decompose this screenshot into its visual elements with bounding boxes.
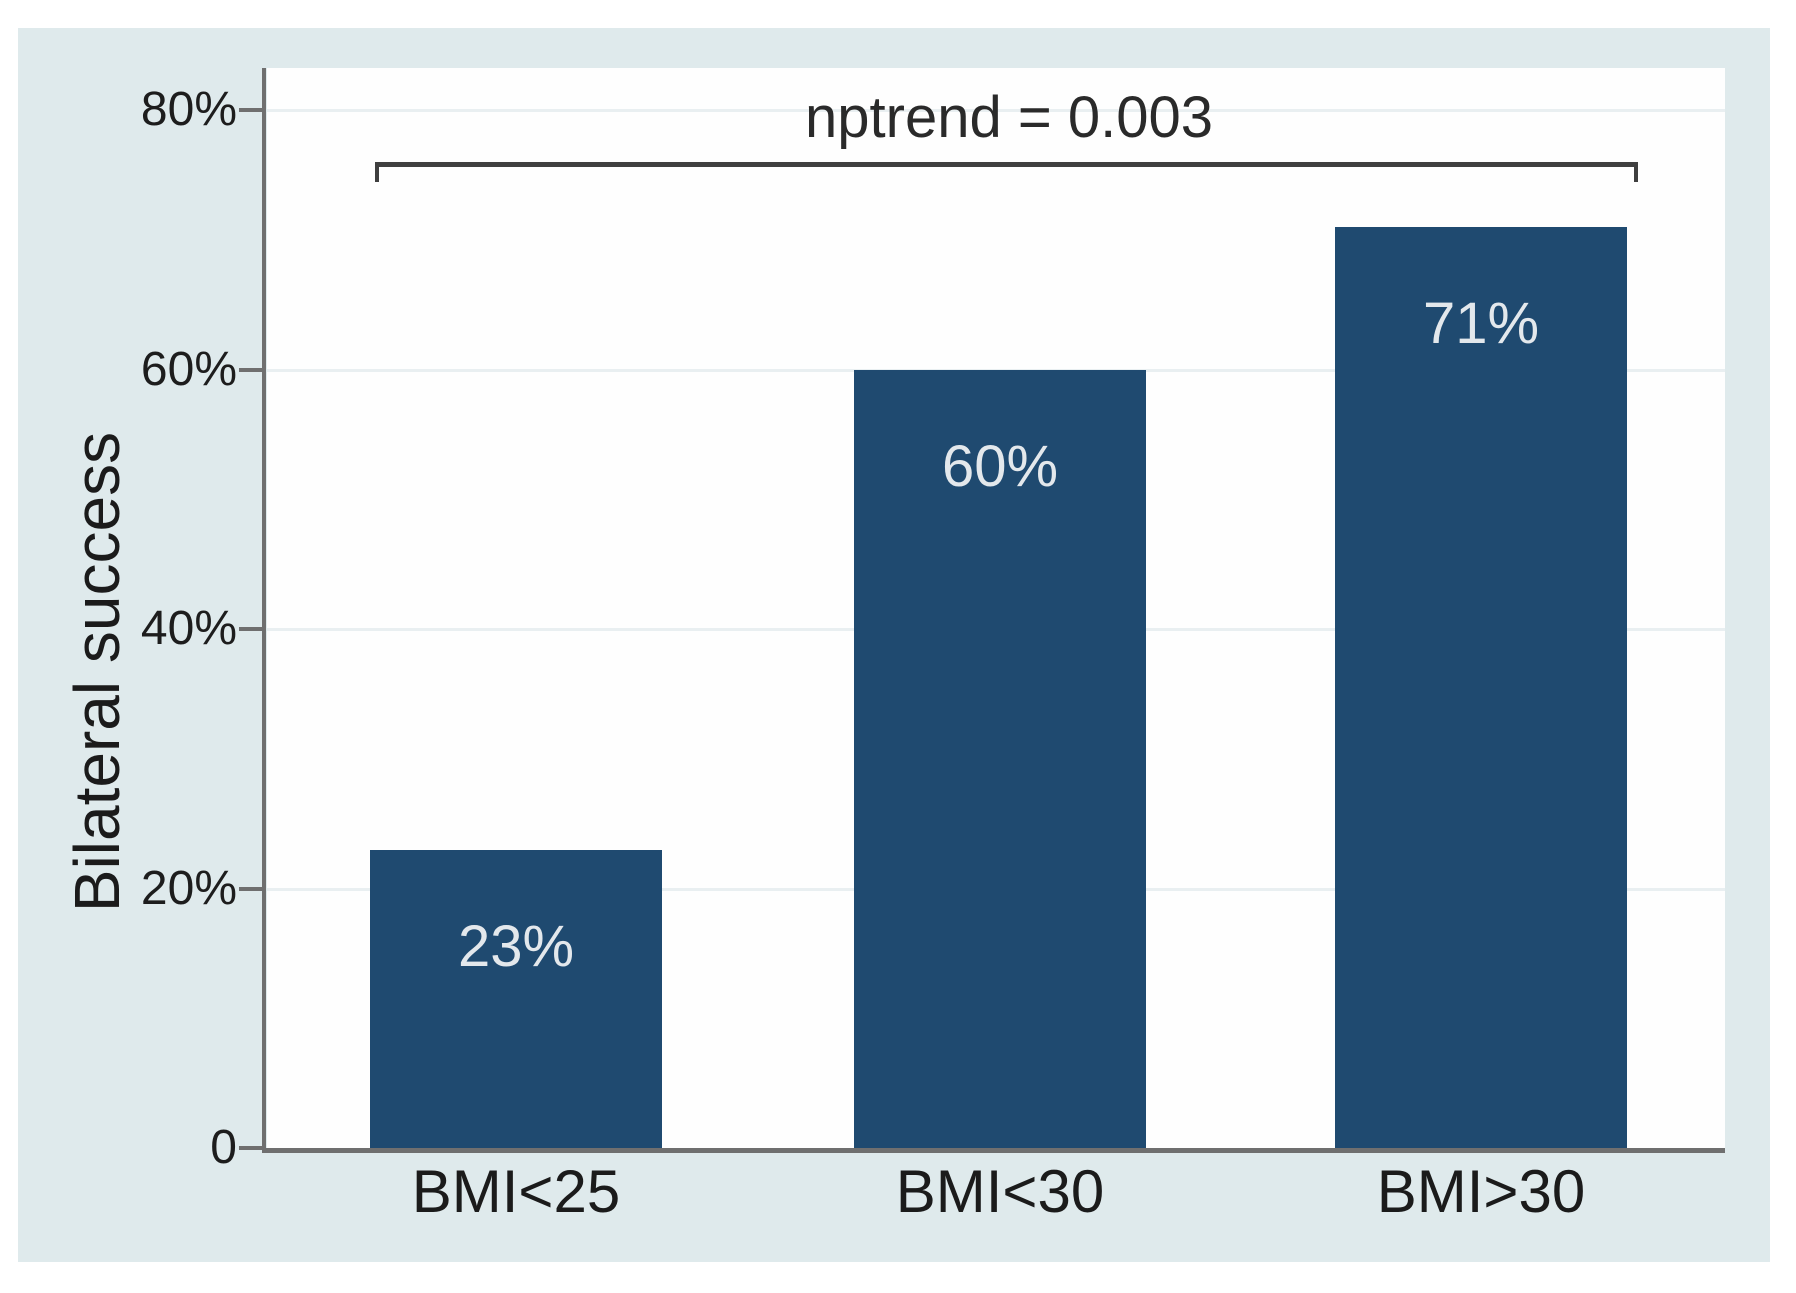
y-tick-mark-0 (239, 1146, 263, 1150)
y-tick-label-80: 80% (140, 83, 237, 136)
y-axis-line (262, 68, 266, 1153)
trend-bracket (375, 162, 1638, 182)
y-tick-label-20: 20% (140, 862, 237, 915)
y-tick-label-60: 60% (140, 343, 237, 396)
y-tick-mark-60 (239, 368, 263, 372)
y-tick-mark-80 (239, 108, 263, 112)
bar-value-label-BMI>30: 71% (1422, 291, 1540, 356)
bar-BMI<25 (370, 850, 662, 1148)
x-axis-line (262, 1148, 1725, 1153)
y-tick-label-40: 40% (140, 602, 237, 655)
y-tick-mark-40 (239, 627, 263, 631)
y-tick-label-0: 0 (210, 1121, 237, 1174)
x-category-label-BMI>30: BMI>30 (1376, 1158, 1586, 1225)
x-category-label-BMI<25: BMI<25 (411, 1158, 621, 1225)
x-category-label-BMI<30: BMI<30 (895, 1158, 1105, 1225)
bar-value-label-BMI<25: 23% (457, 914, 575, 979)
bar-BMI>30 (1335, 227, 1627, 1148)
bar-value-label-BMI<30: 60% (941, 434, 1059, 499)
y-tick-mark-20 (239, 887, 263, 891)
bar-BMI<30 (854, 370, 1146, 1148)
nptrend-annotation: nptrend = 0.003 (805, 85, 1213, 150)
gridline-80 (267, 109, 1725, 112)
y-axis-title: Bilateral success (61, 431, 133, 913)
